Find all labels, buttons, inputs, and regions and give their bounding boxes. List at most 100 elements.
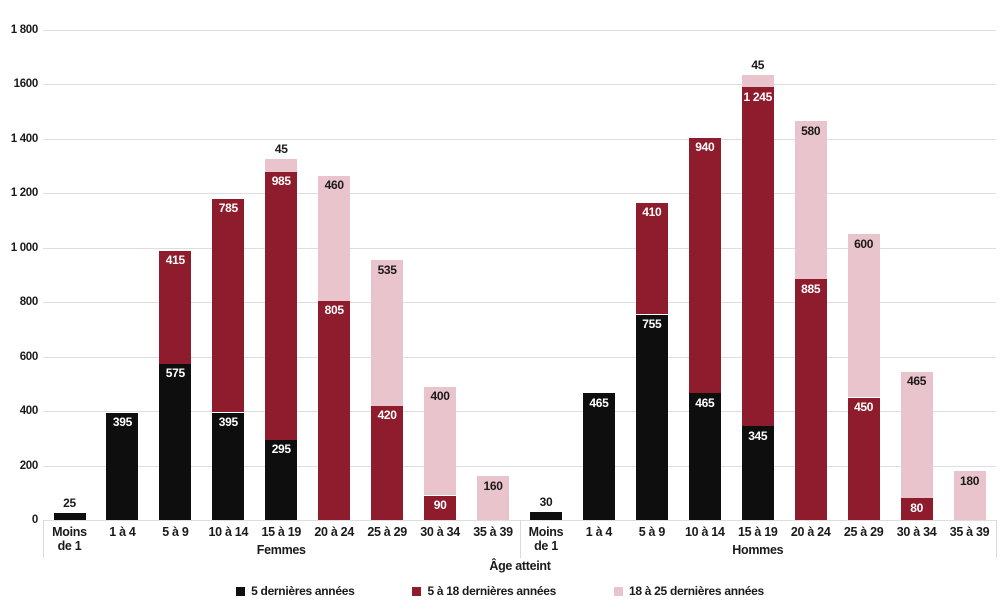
bar-segment bbox=[265, 439, 298, 520]
legend-swatch-icon bbox=[613, 586, 623, 596]
x-axis-category-label: 30 à 34 bbox=[896, 525, 937, 539]
x-axis-category-label: 5 à 9 bbox=[162, 525, 189, 539]
bar-segment bbox=[530, 511, 562, 520]
bar-value-label: 45 bbox=[751, 57, 765, 72]
bar-value-label: 785 bbox=[218, 201, 238, 216]
bar-segment bbox=[953, 471, 986, 520]
y-axis-tick-label: 600 bbox=[19, 351, 39, 363]
bar-value-label: 460 bbox=[324, 178, 344, 193]
bar-segment bbox=[794, 121, 827, 280]
category-axis-separator bbox=[43, 520, 44, 558]
bar-value-label: 415 bbox=[165, 253, 185, 267]
y-axis-tick-label: 0 bbox=[31, 514, 38, 526]
bar-value-label: 25 bbox=[63, 496, 76, 511]
bar-value-label: 395 bbox=[112, 415, 132, 429]
x-axis-title: Âge atteint bbox=[489, 559, 551, 573]
bar-value-label: 600 bbox=[854, 236, 874, 251]
bar-value-label: 465 bbox=[907, 374, 927, 389]
bar-segment bbox=[318, 175, 351, 301]
bar-segment bbox=[741, 426, 774, 520]
bar-segment bbox=[371, 260, 404, 406]
bar-value-label: 535 bbox=[377, 262, 397, 277]
bar-value-label: 450 bbox=[854, 400, 874, 414]
group-label-femmes: Femmes bbox=[256, 543, 306, 557]
bar-segment bbox=[741, 87, 774, 427]
y-axis-tick-label: 1 200 bbox=[10, 187, 39, 199]
bar-segment bbox=[106, 412, 139, 520]
legend-label: 5 à 18 dernières années bbox=[427, 584, 556, 598]
gridline bbox=[43, 30, 996, 31]
bar-value-label: 575 bbox=[165, 366, 185, 380]
x-axis-category-label: 30 à 34 bbox=[420, 525, 460, 539]
x-axis-category-label: Moins de 1 bbox=[52, 525, 87, 553]
x-axis-category-label: 15 à 19 bbox=[737, 525, 778, 539]
gridline bbox=[43, 357, 996, 358]
x-axis-category-label: 1 à 4 bbox=[585, 525, 613, 539]
gridline bbox=[43, 411, 996, 412]
gridline bbox=[43, 248, 996, 249]
bar-value-label: 805 bbox=[324, 303, 344, 318]
x-axis-category-label: 10 à 14 bbox=[208, 525, 249, 539]
y-axis-tick-label: 1 400 bbox=[10, 133, 39, 145]
bar-segment bbox=[688, 393, 721, 520]
bar-segment bbox=[635, 314, 668, 520]
x-axis-category-label: Moins de 1 bbox=[528, 525, 564, 553]
bar-value-label: 160 bbox=[483, 478, 503, 493]
bar-value-label: 885 bbox=[801, 281, 821, 296]
x-axis-category-label: 25 à 29 bbox=[367, 525, 407, 539]
bar-value-label: 180 bbox=[959, 473, 980, 488]
x-axis-category-label: 10 à 14 bbox=[684, 525, 725, 539]
y-axis-tick-label: 400 bbox=[19, 405, 39, 417]
legend-item: 18 à 25 dernières années bbox=[613, 584, 764, 598]
bar-segment bbox=[53, 513, 86, 520]
x-axis-category-label: 25 à 29 bbox=[843, 525, 884, 539]
bar-segment bbox=[424, 386, 457, 496]
bar-value-label: 345 bbox=[748, 428, 768, 443]
x-axis-category-label: 5 à 9 bbox=[638, 525, 666, 539]
bar-value-label: 90 bbox=[433, 498, 447, 512]
category-axis-separator bbox=[519, 520, 521, 558]
bar-segment bbox=[212, 412, 245, 520]
bar-segment bbox=[688, 137, 721, 394]
bar-value-label: 45 bbox=[274, 142, 288, 157]
legend-swatch-icon bbox=[412, 586, 422, 596]
bar-segment bbox=[582, 393, 615, 520]
legend-item: 5 à 18 dernières années bbox=[412, 584, 556, 598]
legend: 5 dernières années 5 à 18 dernières année… bbox=[0, 584, 1000, 598]
legend-item: 5 dernières années bbox=[236, 584, 355, 598]
bar-value-label: 30 bbox=[539, 494, 553, 509]
bar-segment bbox=[318, 300, 351, 520]
bar-segment bbox=[900, 498, 933, 520]
category-axis-separator bbox=[996, 520, 997, 558]
bar-segment bbox=[424, 495, 457, 520]
group-label-hommes: Hommes bbox=[732, 543, 784, 557]
bar-segment bbox=[265, 159, 298, 172]
bar-value-label: 940 bbox=[695, 140, 715, 154]
bar-value-label: 465 bbox=[695, 395, 715, 410]
bar-segment bbox=[477, 476, 509, 520]
bar-value-label: 410 bbox=[642, 205, 662, 220]
bar-segment bbox=[265, 171, 298, 440]
gridline bbox=[43, 302, 996, 303]
bar-value-label: 1 245 bbox=[743, 89, 773, 104]
bar-value-label: 395 bbox=[218, 415, 238, 429]
bar-segment bbox=[847, 397, 880, 520]
bar-segment bbox=[741, 74, 774, 88]
x-axis-category-label: 35 à 39 bbox=[473, 525, 513, 539]
gridline bbox=[43, 193, 996, 194]
bar-segment bbox=[635, 202, 668, 315]
bar-segment bbox=[847, 234, 880, 398]
bar-value-label: 80 bbox=[910, 500, 923, 515]
gridline bbox=[43, 139, 996, 140]
legend-label: 18 à 25 dernières années bbox=[628, 584, 764, 598]
legend-swatch-icon bbox=[236, 586, 246, 596]
bar-segment bbox=[371, 405, 404, 520]
bar-value-label: 985 bbox=[271, 174, 291, 189]
y-axis-tick-label: 200 bbox=[19, 460, 39, 472]
bar-value-label: 465 bbox=[589, 395, 609, 410]
x-axis-category-label: 20 à 24 bbox=[314, 525, 354, 539]
bar-value-label: 755 bbox=[642, 317, 662, 331]
y-axis-tick-label: 800 bbox=[19, 296, 39, 308]
gridline bbox=[43, 466, 996, 467]
gridline bbox=[43, 84, 996, 85]
